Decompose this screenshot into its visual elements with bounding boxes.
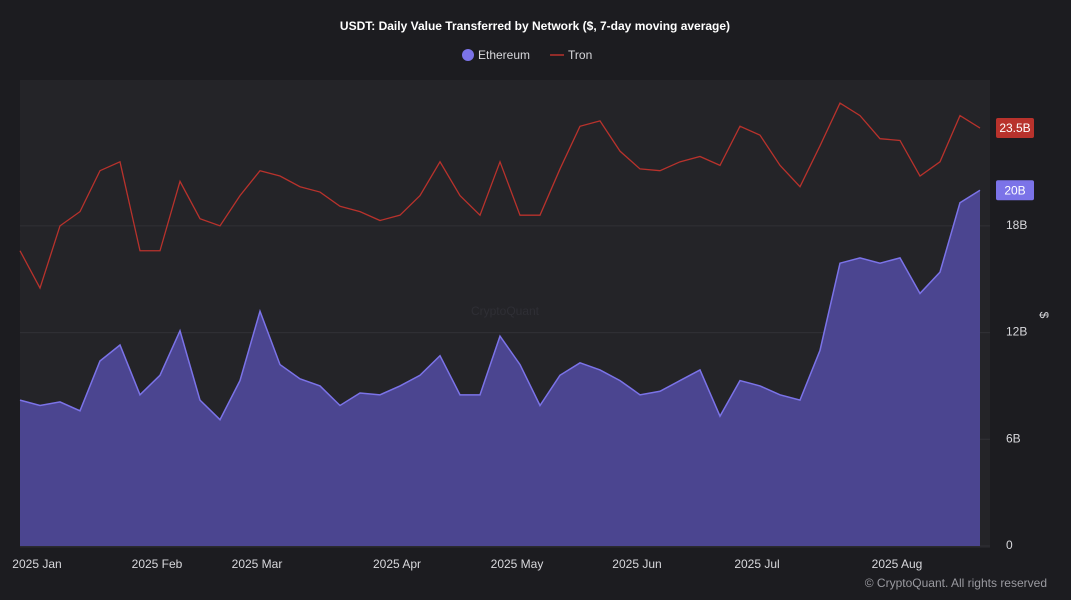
x-tick-label: 2025 Jun (612, 557, 661, 571)
y-tick-label: 0 (1006, 538, 1013, 552)
legend-label: Ethereum (478, 48, 530, 62)
y-axis-label: $ (1037, 312, 1051, 319)
footer: © CryptoQuant. All rights reserved (865, 576, 1047, 590)
x-tick-label: 2025 Aug (872, 557, 923, 571)
legend-label: Tron (568, 48, 592, 62)
x-tick-label: 2025 Apr (373, 557, 421, 571)
end-tag (996, 118, 1034, 139)
area-outline (19, 189, 981, 421)
watermark: CryptoQuant (471, 304, 540, 318)
chart-title: USDT: Daily Value Transferred by Network… (340, 19, 730, 33)
area (20, 190, 980, 546)
legend-swatch (462, 49, 474, 61)
y-tick-label: 6B (1006, 431, 1021, 445)
x-tick-label: 2025 Jan (12, 557, 61, 571)
end-tag (996, 180, 1034, 201)
x-tick-label: 2025 Feb (132, 557, 183, 571)
x-tick-label: 2025 Jul (734, 557, 779, 571)
y-tick-label: 12B (1006, 325, 1027, 339)
x-tick-label: 2025 Mar (232, 557, 283, 571)
end-tag-label: 20B (1004, 183, 1025, 197)
x-tick-label: 2025 May (491, 557, 544, 571)
y-tick-label: 18B (1006, 218, 1027, 232)
end-tag-label: 23.5B (999, 121, 1030, 135)
line (19, 102, 981, 290)
